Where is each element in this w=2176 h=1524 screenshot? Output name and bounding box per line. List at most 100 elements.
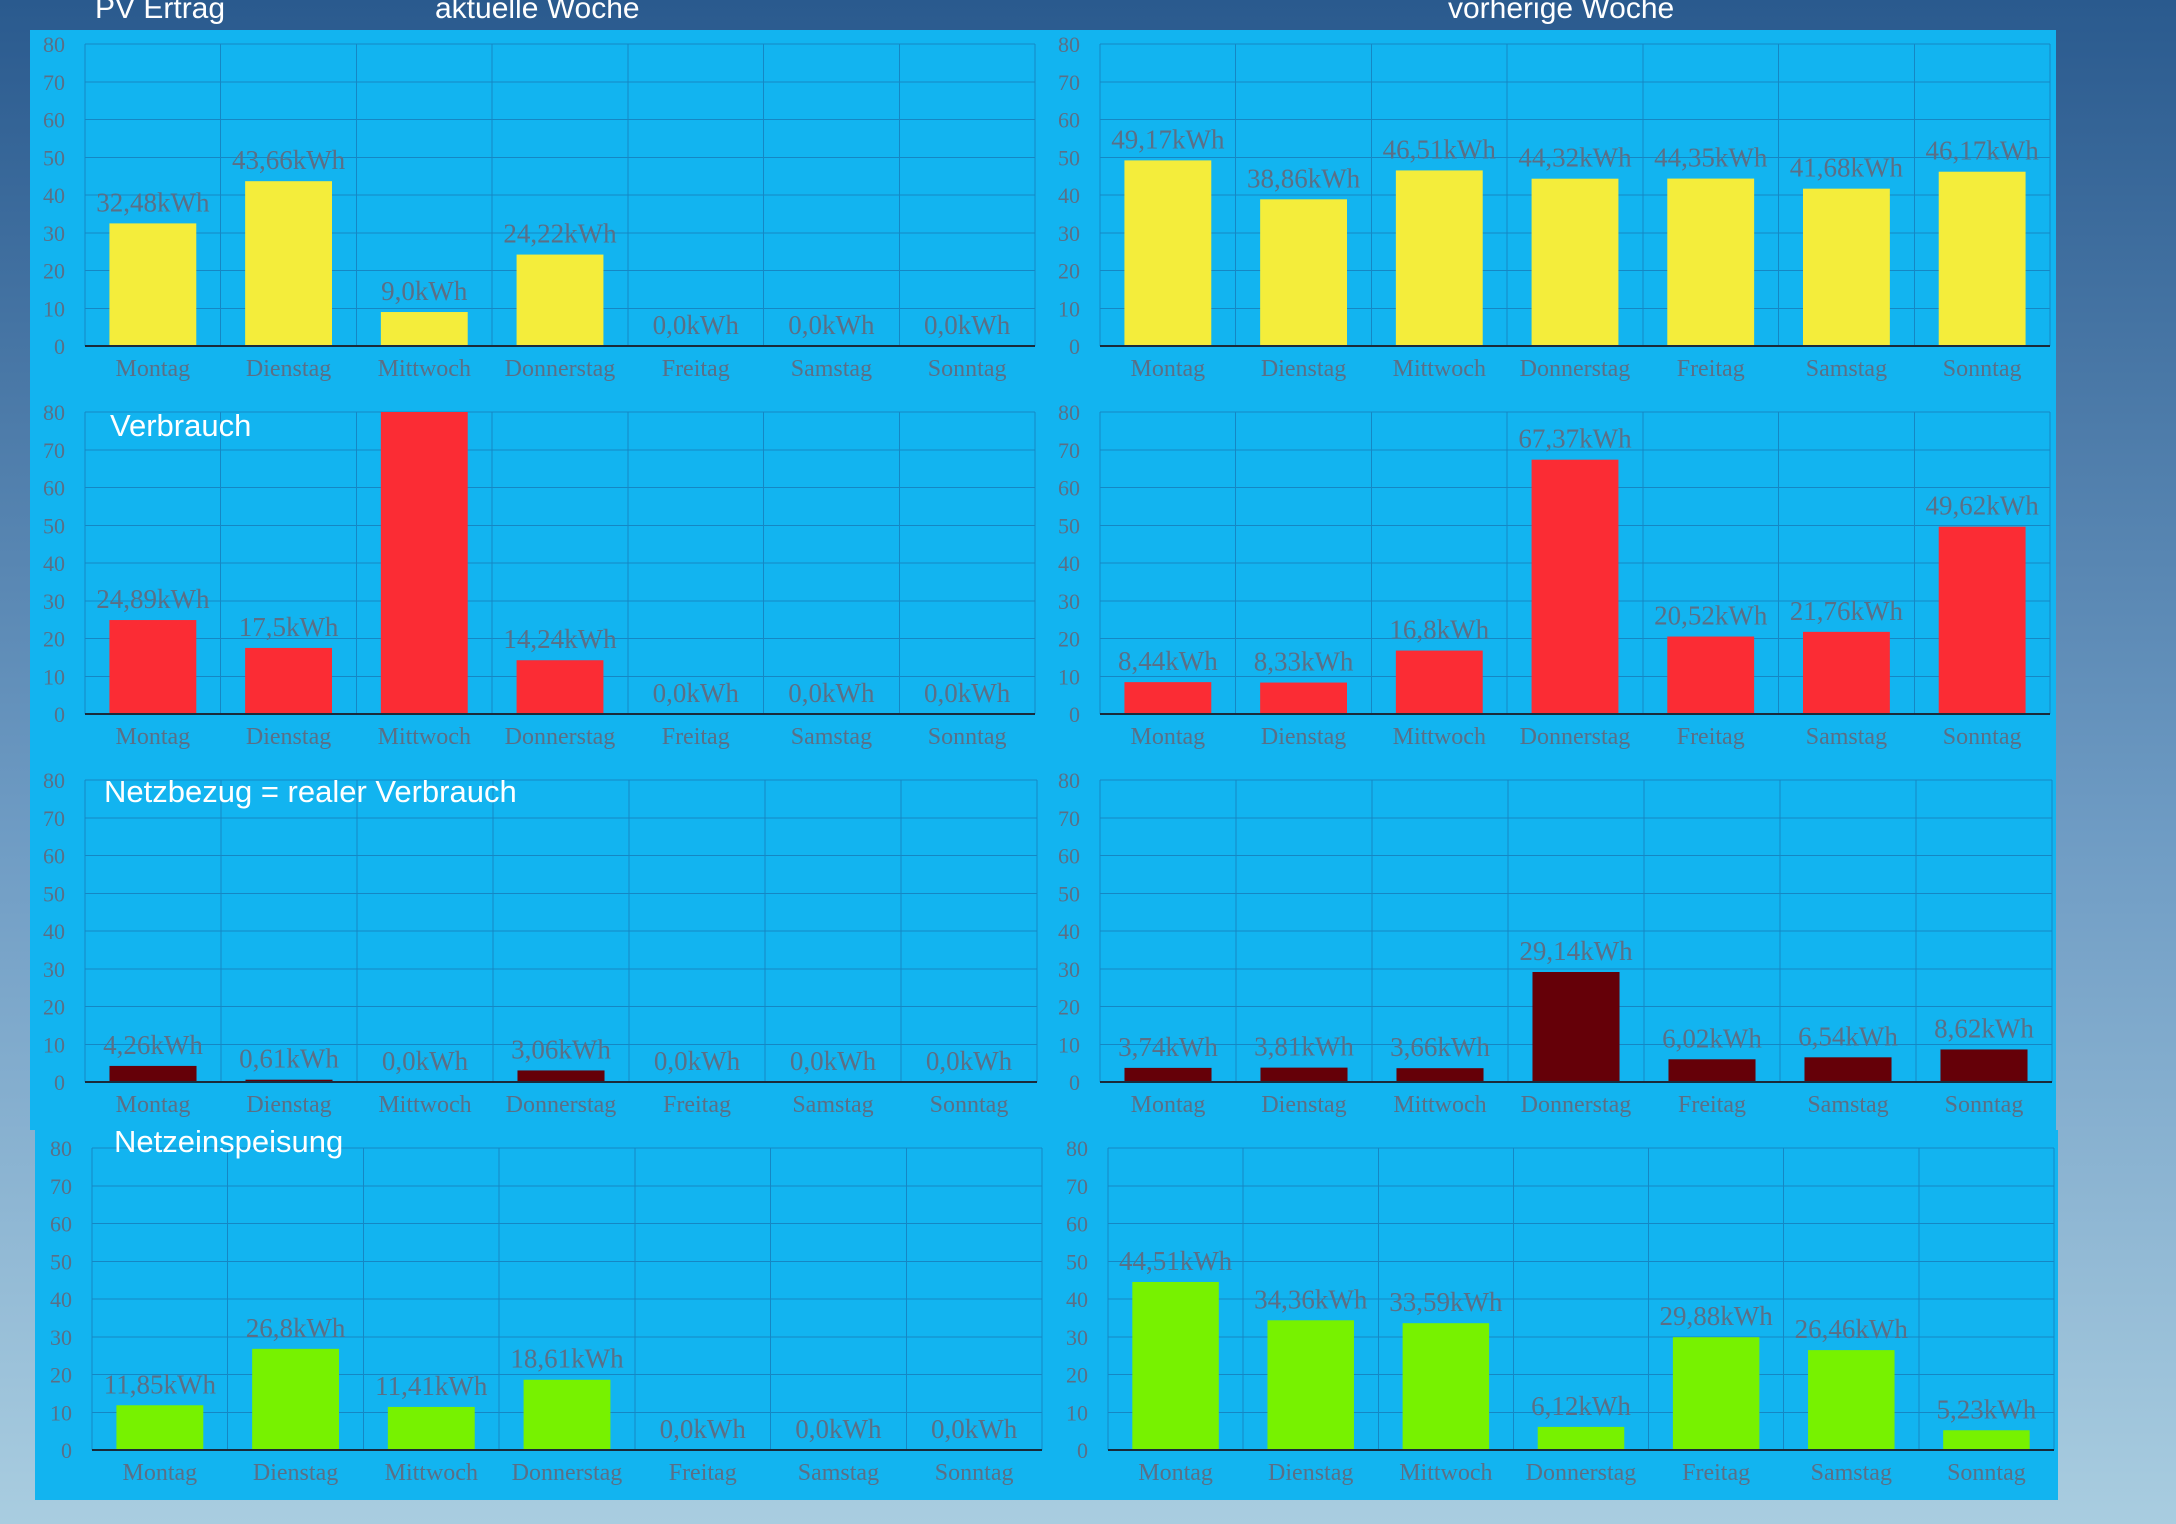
bar (252, 1348, 339, 1450)
bar (1808, 1350, 1895, 1450)
y-tick-label: 0 (1077, 1438, 1088, 1463)
y-tick-label: 80 (43, 32, 65, 57)
bar (516, 660, 604, 714)
bar (1531, 459, 1619, 714)
x-tick-label: Sonntag (935, 1460, 1014, 1486)
bar (109, 1065, 197, 1082)
y-tick-label: 0 (1069, 1070, 1080, 1095)
x-tick-label: Freitag (1677, 724, 1745, 750)
data-label: 38,86kWh (1247, 163, 1361, 193)
x-tick-label: Sonntag (1945, 1092, 2024, 1118)
x-tick-label: Montag (116, 724, 191, 750)
bar (1537, 1426, 1625, 1450)
y-tick-label: 60 (1058, 844, 1080, 869)
data-label: 0,0kWh (653, 678, 740, 708)
x-tick-label: Montag (123, 1460, 198, 1486)
bar (387, 1406, 475, 1450)
x-tick-label: Sonntag (930, 1092, 1009, 1118)
x-tick-label: Donnerstag (512, 1460, 623, 1486)
y-tick-label: 60 (1066, 1212, 1088, 1237)
data-label: 6,12kWh (1531, 1391, 1631, 1421)
y-tick-label: 80 (1058, 32, 1080, 57)
x-tick-label: Dienstag (246, 1092, 331, 1118)
data-label: 44,35kWh (1654, 143, 1768, 173)
y-tick-label: 70 (43, 438, 65, 463)
data-label: 21,76kWh (1790, 596, 1904, 626)
data-label: 18,61kWh (510, 1344, 624, 1374)
x-tick-label: Samstag (791, 724, 872, 750)
y-tick-label: 10 (1066, 1400, 1088, 1425)
bar (1124, 682, 1212, 714)
y-tick-label: 40 (1066, 1287, 1088, 1312)
bar (1267, 1320, 1354, 1450)
y-tick-label: 20 (43, 627, 65, 652)
y-tick-label: 30 (43, 589, 65, 614)
chart-netzeinspeisung-current-week: 0 10 20 30 40 50 60 70 80 11,85kWh Montag 26,8kWh Di… (50, 1136, 1043, 1486)
bar (516, 254, 604, 346)
y-tick-label: 40 (1058, 919, 1080, 944)
x-tick-label: Mittwoch (1393, 356, 1486, 382)
x-tick-label: Donnerstag (505, 356, 616, 382)
y-tick-label: 10 (1058, 664, 1080, 689)
x-tick-label: Freitag (663, 1092, 731, 1118)
x-tick-label: Samstag (1807, 1092, 1888, 1118)
x-tick-label: Sonntag (1947, 1460, 2026, 1486)
x-tick-label: Dienstag (1261, 356, 1346, 382)
data-label: 43,66kWh (232, 145, 346, 175)
x-tick-label: Sonntag (1943, 724, 2022, 750)
x-tick-label: Donnerstag (1521, 1092, 1632, 1118)
x-tick-label: Freitag (1678, 1092, 1746, 1118)
y-tick-label: 60 (43, 476, 65, 501)
y-tick-label: 10 (43, 1032, 65, 1057)
data-label: 32,48kWh (96, 187, 210, 217)
x-tick-label: Mittwoch (1393, 1092, 1486, 1118)
data-label: 6,02kWh (1662, 1023, 1762, 1053)
y-tick-label: 60 (43, 844, 65, 869)
data-label: 3,06kWh (511, 1034, 611, 1064)
data-label: 49,62kWh (1926, 491, 2040, 521)
data-label: 46,17kWh (1926, 136, 2040, 166)
bar (1132, 1281, 1219, 1450)
y-tick-label: 70 (1066, 1174, 1088, 1199)
y-tick-label: 70 (43, 806, 65, 831)
data-label: 3,74kWh (1118, 1032, 1218, 1062)
data-label: 0,0kWh (926, 1046, 1013, 1076)
data-label: 3,66kWh (1390, 1032, 1490, 1062)
x-tick-label: Montag (116, 356, 191, 382)
y-tick-label: 20 (1058, 259, 1080, 284)
data-label: 0,0kWh (788, 310, 875, 340)
x-tick-label: Samstag (798, 1460, 879, 1486)
chart-pv-current-week: 0 10 20 30 40 50 60 70 80 32,48kWh Montag 43,66kWh D… (43, 32, 1036, 382)
x-tick-label: Mittwoch (385, 1460, 478, 1486)
y-tick-label: 20 (1058, 627, 1080, 652)
y-tick-label: 50 (1066, 1249, 1088, 1274)
bar (1668, 1059, 1756, 1082)
bar (1667, 178, 1755, 346)
data-label: 0,0kWh (654, 1046, 741, 1076)
data-label: 16,8kWh (1389, 615, 1489, 645)
bar (1938, 171, 2026, 346)
x-tick-label: Donnerstag (1520, 356, 1631, 382)
y-tick-label: 50 (43, 145, 65, 170)
x-tick-label: Mittwoch (378, 724, 471, 750)
x-tick-label: Freitag (669, 1460, 737, 1486)
y-tick-label: 50 (1058, 513, 1080, 538)
header-current-week: aktuelle Woche (435, 0, 640, 25)
data-label: 3,81kWh (1254, 1032, 1354, 1062)
chart-netzbezug-current-week: 0 10 20 30 40 50 60 70 80 4,26kWh Montag 0,61kWh Die… (43, 768, 1038, 1118)
y-tick-label: 30 (43, 221, 65, 246)
x-tick-label: Mittwoch (378, 1092, 471, 1118)
y-tick-label: 10 (43, 664, 65, 689)
y-tick-label: 60 (1058, 476, 1080, 501)
y-tick-label: 50 (43, 881, 65, 906)
data-label: 0,0kWh (788, 678, 875, 708)
bar (1803, 188, 1890, 346)
data-label: 17,5kWh (239, 612, 339, 642)
bar (517, 1070, 605, 1082)
x-tick-label: Montag (1131, 356, 1206, 382)
y-tick-label: 30 (1058, 221, 1080, 246)
y-tick-label: 30 (43, 957, 65, 982)
y-tick-label: 60 (1058, 108, 1080, 133)
data-label: 11,85kWh (104, 1369, 217, 1399)
y-tick-label: 0 (1069, 334, 1080, 359)
